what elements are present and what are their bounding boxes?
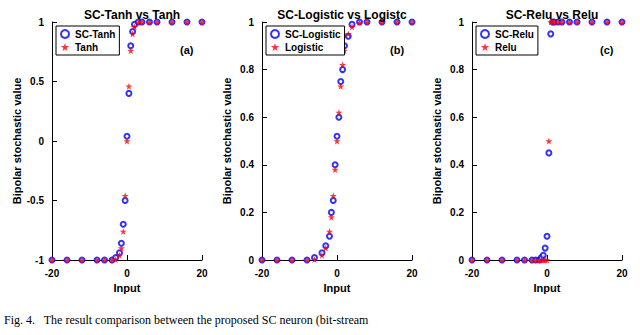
svg-text:1: 1 <box>248 17 254 28</box>
svg-text:0.6: 0.6 <box>450 112 464 123</box>
svg-text:SC-Logistic: SC-Logistic <box>285 29 341 40</box>
svg-text:0: 0 <box>248 255 254 266</box>
svg-text:1: 1 <box>458 17 464 28</box>
svg-text:20: 20 <box>196 268 208 279</box>
svg-text:Bipolar stochastic value: Bipolar stochastic value <box>431 78 443 205</box>
svg-text:0.2: 0.2 <box>240 207 254 218</box>
svg-text:0.4: 0.4 <box>240 159 254 170</box>
svg-text:0: 0 <box>334 268 340 279</box>
svg-text:Fig. 4. The result compariso: Fig. 4. The result comparison between th… <box>4 313 369 327</box>
svg-text:SC-Tanh: SC-Tanh <box>75 29 115 40</box>
svg-text:0.2: 0.2 <box>450 207 464 218</box>
svg-text:-20: -20 <box>255 268 270 279</box>
svg-text:(b): (b) <box>390 44 404 56</box>
svg-text:Logistic: Logistic <box>285 42 324 53</box>
svg-text:0.6: 0.6 <box>240 112 254 123</box>
svg-text:0: 0 <box>544 268 550 279</box>
svg-text:-20: -20 <box>45 268 60 279</box>
svg-text:0.8: 0.8 <box>450 64 464 75</box>
svg-text:0.4: 0.4 <box>450 159 464 170</box>
svg-text:Input: Input <box>114 282 141 294</box>
svg-text:(a): (a) <box>180 44 194 56</box>
svg-text:Input: Input <box>534 282 561 294</box>
svg-text:SC-Relu vs Relu: SC-Relu vs Relu <box>506 8 599 22</box>
svg-text:-0.5: -0.5 <box>27 195 45 206</box>
svg-text:Relu: Relu <box>495 42 517 53</box>
svg-text:20: 20 <box>616 268 628 279</box>
svg-text:-20: -20 <box>465 268 480 279</box>
svg-text:(c): (c) <box>600 44 614 56</box>
svg-text:0: 0 <box>458 255 464 266</box>
svg-text:20: 20 <box>406 268 418 279</box>
svg-text:SC-Logistic vs Logistc: SC-Logistic vs Logistc <box>277 8 407 22</box>
svg-text:0.5: 0.5 <box>30 76 44 87</box>
svg-text:Bipolar stochastic value: Bipolar stochastic value <box>221 78 233 205</box>
svg-text:SC-Tanh vs Tanh: SC-Tanh vs Tanh <box>84 8 180 22</box>
svg-text:0: 0 <box>38 136 44 147</box>
svg-text:Bipolar stochastic value: Bipolar stochastic value <box>11 78 23 205</box>
svg-text:Tanh: Tanh <box>75 42 98 53</box>
svg-text:-1: -1 <box>35 255 44 266</box>
svg-text:0: 0 <box>124 268 130 279</box>
svg-text:1: 1 <box>38 17 44 28</box>
svg-text:0.8: 0.8 <box>240 64 254 75</box>
svg-text:Input: Input <box>324 282 351 294</box>
svg-text:SC-Relu: SC-Relu <box>495 29 534 40</box>
